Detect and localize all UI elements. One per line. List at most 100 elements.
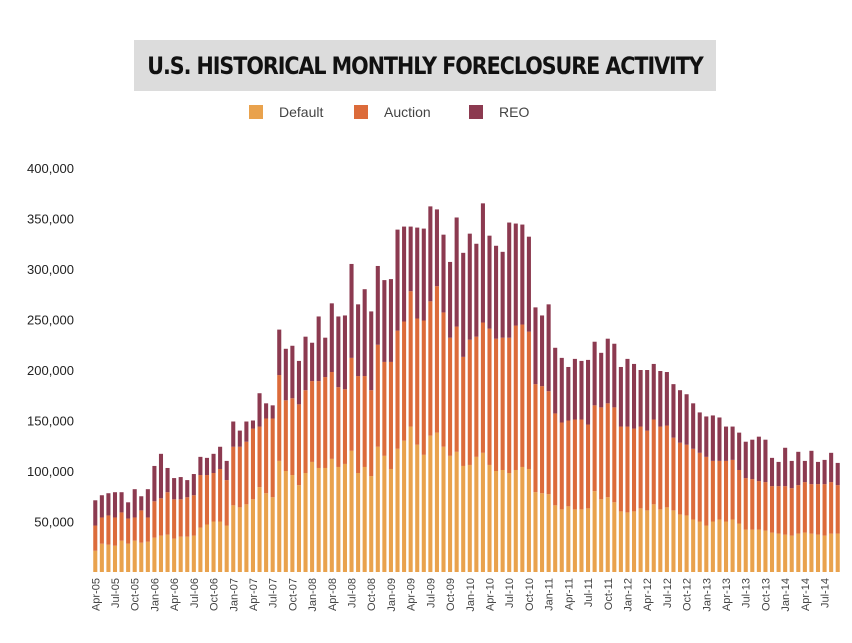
bar-auction-95 [717,460,722,520]
bar-default-14 [185,536,190,572]
bar-reo-37 [336,316,341,388]
legend-swatch-reo [469,105,483,119]
bar-default-55 [454,451,459,572]
bar-auction-54 [448,337,453,456]
x-tick-label: Oct-06 [209,578,221,611]
bar-default-1 [99,543,104,572]
bar-auction-7 [139,510,144,543]
bar-default-76 [592,491,597,572]
bar-reo-81 [625,358,630,427]
bar-reo-82 [632,363,637,429]
bar-default-92 [697,521,702,572]
bar-auction-97 [730,459,735,520]
bar-auction-49 [415,318,420,445]
bar-auction-11 [165,492,170,535]
bar-reo-19 [218,446,223,469]
bar-auction-96 [723,460,729,522]
x-tick-label: Oct-10 [524,578,536,611]
bar-default-103 [769,532,775,572]
bar-default-85 [651,504,656,572]
bar-auction-75 [586,424,591,509]
bar-reo-101 [756,436,761,482]
bar-reo-79 [612,343,617,408]
x-tick-label: Jan-13 [701,578,713,612]
bar-default-12 [172,538,177,572]
bar-default-81 [625,512,630,572]
bar-default-31 [296,485,301,572]
bar-reo-17 [204,457,210,476]
chart-legend: Default Auction REO [0,104,852,126]
bar-auction-62 [500,337,505,470]
bar-auction-91 [691,448,696,520]
x-tick-label: Jan-12 [623,578,635,612]
bar-reo-22 [237,430,242,447]
bar-reo-90 [684,394,689,445]
bar-auction-0 [93,525,98,551]
bar-reo-8 [145,489,150,518]
bar-default-104 [776,533,781,572]
bar-auction-27 [270,418,275,498]
bar-reo-80 [618,366,623,427]
x-tick-label: Oct-12 [682,578,694,611]
bar-auction-23 [244,441,249,505]
bar-reo-113 [835,462,840,486]
bar-default-51 [428,435,433,572]
bar-reo-95 [717,417,722,461]
bar-reo-58 [474,243,479,337]
bar-auction-19 [218,468,223,522]
x-tick-label: Jul-13 [741,578,753,608]
bar-reo-75 [586,359,591,425]
bar-reo-62 [500,251,505,338]
bar-auction-9 [152,501,157,538]
y-tick-label: 300,000 [27,262,74,277]
bar-default-32 [303,473,308,572]
bar-default-78 [605,497,610,572]
y-tick-label: 250,000 [27,313,74,328]
bar-reo-1 [99,495,104,518]
bar-auction-40 [356,376,361,474]
bar-default-30 [290,475,295,572]
bar-reo-23 [244,421,249,442]
bar-default-75 [586,508,591,572]
bar-reo-51 [428,206,433,302]
bar-default-41 [362,466,367,572]
bar-auction-48 [408,291,413,427]
bar-default-40 [356,473,361,572]
bar-reo-42 [369,311,374,391]
bar-reo-5 [126,502,131,519]
bar-default-4 [119,540,124,572]
bar-default-56 [461,465,466,572]
bar-auction-30 [290,398,295,476]
bar-default-101 [756,529,761,572]
bar-reo-9 [152,465,157,502]
x-tick-label: Apr-06 [169,578,181,611]
bar-default-24 [250,499,255,572]
x-tick-label: Apr-09 [406,578,418,611]
bar-default-63 [507,473,512,572]
bar-auction-73 [572,419,577,510]
bar-auction-47 [402,321,407,441]
bar-reo-67 [533,307,538,385]
bar-auction-69 [546,391,551,495]
bar-auction-5 [126,518,131,544]
bar-reo-77 [599,352,604,408]
bar-reo-61 [494,245,499,339]
bar-default-67 [533,492,538,572]
bar-default-107 [796,533,801,572]
bar-default-6 [132,540,137,572]
bar-reo-91 [691,403,696,449]
bar-reo-59 [480,203,485,323]
bar-default-95 [717,519,722,572]
bar-default-89 [677,514,683,572]
bar-auction-22 [237,446,242,508]
bar-reo-47 [402,226,407,322]
bar-auction-34 [316,381,321,468]
bar-default-44 [382,455,387,572]
bar-reo-13 [178,477,183,500]
bar-reo-29 [283,348,288,401]
bar-auction-80 [618,426,623,512]
bar-default-19 [218,521,223,572]
bar-default-10 [158,535,164,572]
bar-auction-58 [474,336,479,457]
bar-default-106 [789,535,794,572]
